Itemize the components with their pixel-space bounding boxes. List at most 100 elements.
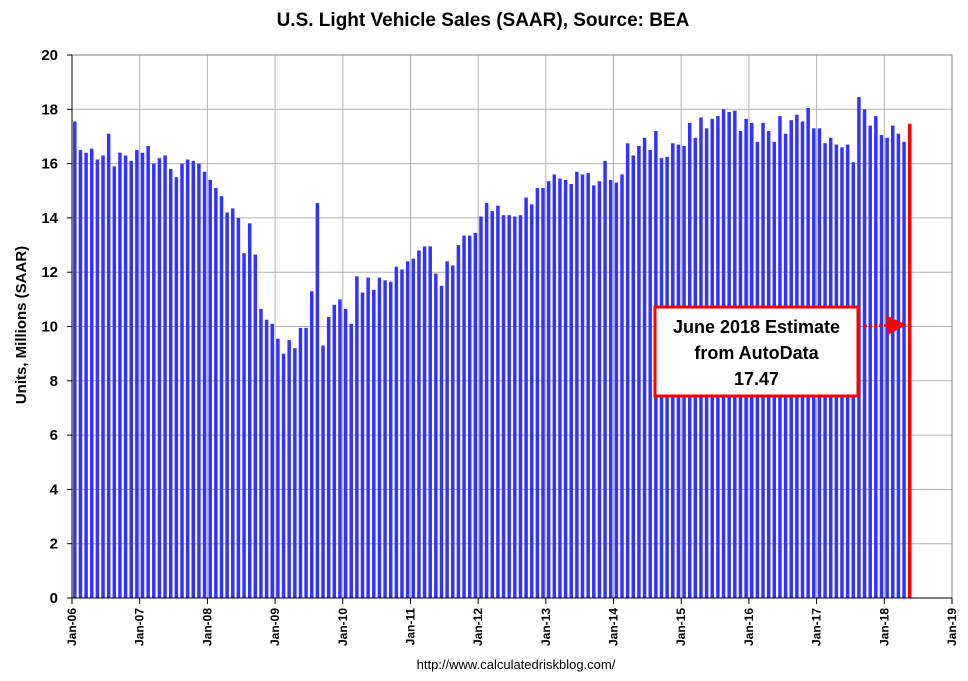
bar	[123, 155, 128, 598]
bar	[366, 277, 370, 598]
bar	[383, 280, 387, 598]
x-tick-label: Jan-11	[403, 608, 417, 646]
bar-highlight	[907, 123, 912, 598]
bar	[106, 133, 111, 599]
bar	[456, 245, 461, 599]
bar	[95, 159, 100, 598]
bar	[84, 152, 88, 599]
bar	[129, 160, 133, 598]
bar	[202, 171, 207, 598]
y-tick-label: 18	[41, 101, 58, 118]
bar	[73, 121, 77, 598]
bar	[168, 169, 173, 598]
y-tick-label: 14	[41, 210, 58, 227]
bar	[118, 152, 122, 599]
bar	[891, 125, 895, 598]
annotation-arrow	[863, 315, 907, 336]
y-tick-label: 2	[50, 536, 58, 553]
bar	[253, 254, 258, 599]
y-axis-ticks: 0 2 4 6 8 10 12 14 16 18 20	[41, 47, 72, 607]
x-tick-label: Jan-14	[607, 608, 621, 646]
bar	[885, 137, 889, 598]
bar	[535, 188, 540, 598]
bar	[580, 174, 585, 598]
bar	[552, 174, 557, 598]
y-tick-label: 12	[41, 264, 58, 281]
bar	[625, 143, 630, 599]
bar	[242, 253, 246, 598]
bar	[293, 348, 297, 598]
bar	[439, 285, 444, 598]
bar	[648, 150, 652, 598]
bar	[197, 163, 201, 598]
bar	[642, 137, 647, 598]
chart-title: U.S. Light Vehicle Sales (SAAR), Source:…	[277, 10, 690, 31]
bar	[236, 217, 241, 598]
bar	[484, 202, 489, 598]
bar	[270, 323, 275, 598]
x-tick-label: Jan-19	[945, 608, 959, 646]
x-tick-label: Jan-10	[336, 608, 350, 646]
y-tick-label: 16	[41, 156, 58, 173]
bar	[631, 155, 636, 598]
bar	[146, 145, 150, 598]
y-tick-label: 10	[41, 319, 58, 336]
bar	[287, 340, 291, 598]
annotation: June 2018 Estimate from AutoData 17.47	[653, 305, 907, 398]
bar	[225, 212, 229, 598]
bar	[496, 205, 500, 598]
x-tick-label: Jan-06	[65, 608, 79, 646]
y-tick-label: 8	[50, 373, 58, 390]
annotation-line: from AutoData	[694, 343, 819, 363]
x-tick-label: Jan-18	[877, 608, 891, 646]
bar	[191, 160, 196, 598]
bar	[529, 204, 534, 598]
bar	[326, 316, 331, 598]
y-axis-title: Units, Millions (SAAR)	[13, 246, 30, 404]
bar	[411, 258, 416, 598]
bar	[304, 327, 308, 598]
x-tick-label: Jan-07	[133, 608, 147, 646]
bar	[372, 289, 376, 598]
bar	[614, 182, 619, 599]
bar	[862, 109, 867, 599]
bar	[586, 173, 590, 599]
bar	[445, 261, 449, 598]
bar	[157, 158, 162, 599]
bar	[355, 276, 359, 598]
bar	[208, 179, 212, 598]
bar	[388, 281, 393, 598]
bar	[490, 211, 495, 599]
bar	[501, 215, 506, 598]
annotation-line: June 2018 Estimate	[673, 317, 840, 337]
bar	[637, 145, 641, 598]
bar	[214, 188, 218, 598]
bar	[360, 292, 365, 598]
x-tick-label: Jan-08	[200, 608, 214, 646]
bar	[343, 308, 348, 598]
bar	[405, 261, 410, 598]
y-tick-label: 4	[50, 481, 59, 498]
bar	[546, 181, 551, 598]
bar	[377, 277, 382, 598]
bar	[140, 152, 145, 599]
bar	[608, 179, 613, 598]
bar	[451, 265, 455, 598]
bar	[603, 160, 607, 598]
bar	[518, 215, 523, 598]
bar	[575, 171, 579, 598]
bar	[462, 235, 466, 599]
x-tick-label: Jan-12	[471, 608, 485, 646]
bar	[101, 155, 105, 598]
x-tick-label: Jan-16	[742, 608, 756, 646]
bar	[298, 327, 303, 598]
bar	[231, 208, 235, 598]
bar	[558, 178, 562, 598]
bar	[874, 116, 878, 599]
bar	[428, 246, 432, 598]
bar	[592, 185, 596, 598]
x-tick-label: Jan-17	[810, 608, 824, 646]
bar	[473, 232, 478, 598]
y-tick-label: 0	[50, 590, 58, 607]
